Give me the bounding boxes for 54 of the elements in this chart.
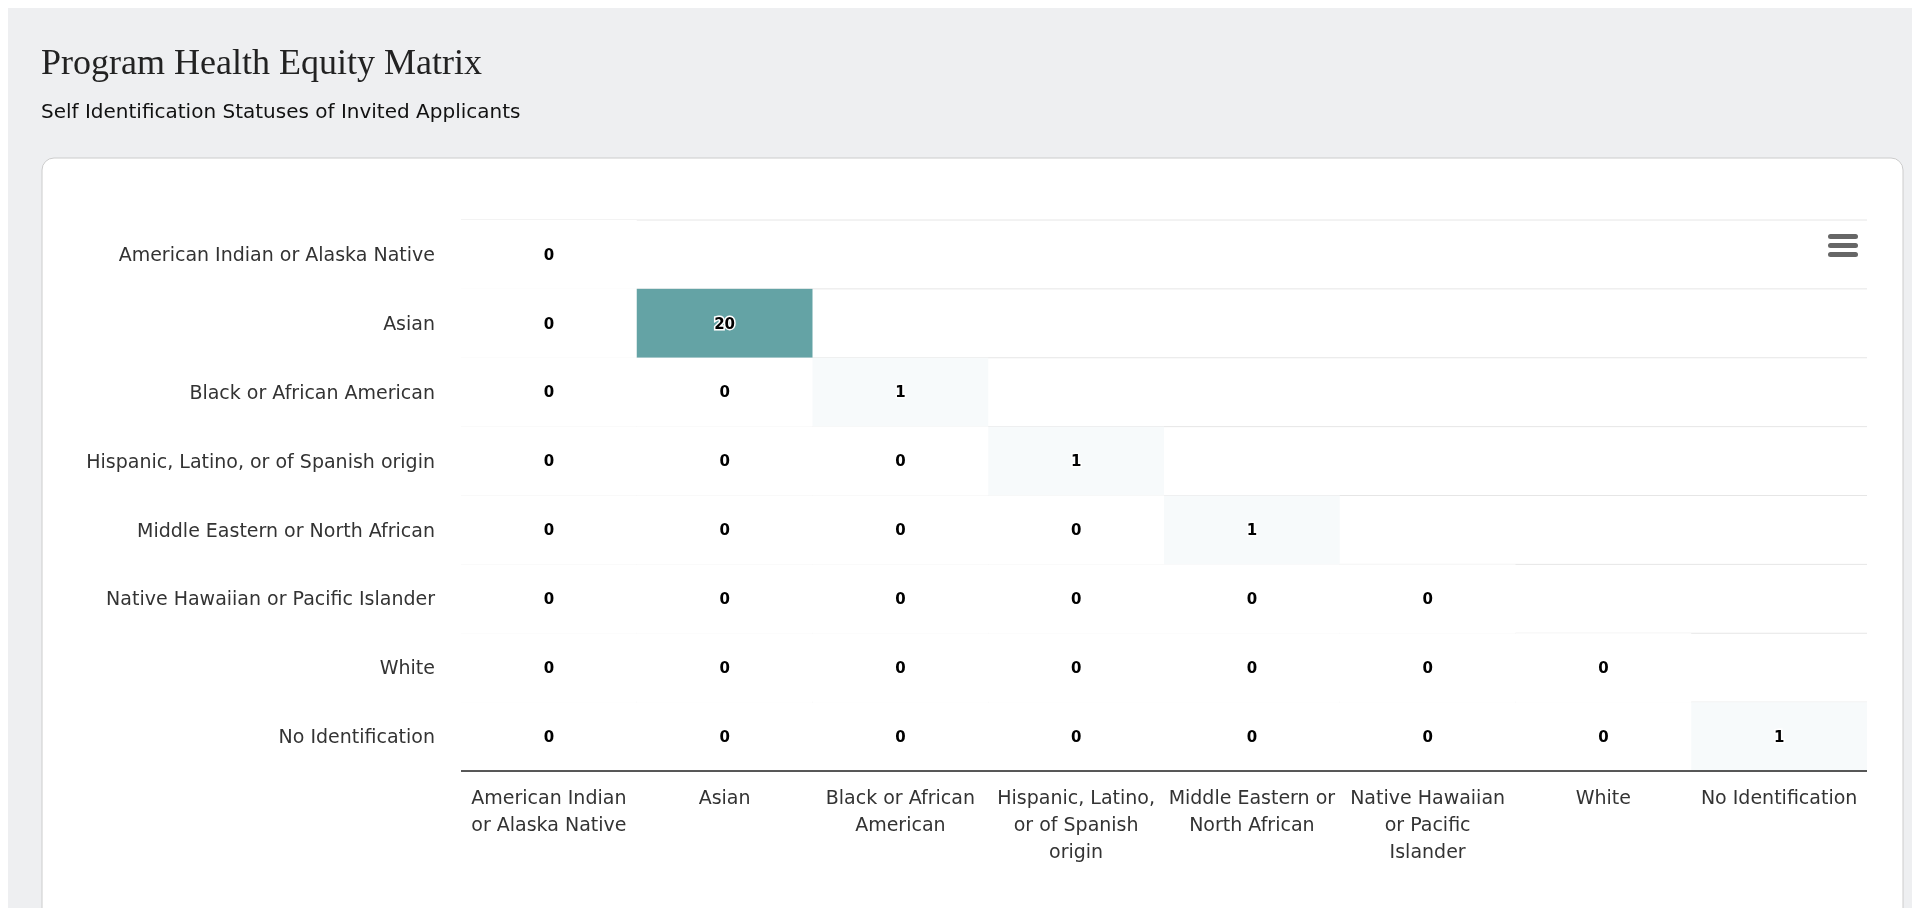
data-label: 0: [543, 590, 555, 609]
data-label: 0: [895, 521, 906, 540]
data-label: 0: [543, 383, 555, 402]
x-tick-label: Hispanic, Latino, or of Spanish origin: [997, 786, 1155, 862]
data-label: 0: [543, 658, 555, 677]
data-label: 0: [1070, 727, 1082, 746]
x-tick-label: American Indian or Alaska Native: [471, 786, 627, 835]
data-label: 0: [895, 727, 906, 746]
data-label: 0: [1598, 658, 1609, 677]
data-label: 0: [1422, 727, 1433, 746]
data-label: 0: [895, 658, 906, 677]
x-tick-label: White: [1575, 786, 1631, 808]
data-label: 0: [895, 590, 906, 609]
data-label: 0: [1246, 590, 1258, 609]
data-label: 0: [543, 245, 555, 264]
data-label: 0: [719, 590, 730, 609]
data-label: 20: [714, 314, 736, 333]
data-label: 0: [543, 521, 555, 540]
chart-title: Program Health Equity Matrix: [41, 42, 482, 82]
data-label: 0: [543, 727, 555, 746]
data-label: 0: [1598, 727, 1609, 746]
data-label: 0: [895, 452, 906, 471]
data-label: 0: [719, 383, 730, 402]
x-tick-label: Middle Eastern or North African: [1168, 786, 1336, 835]
data-label: 0: [1070, 658, 1082, 677]
data-label: 0: [719, 658, 730, 677]
y-tick-label: Native Hawaiian or Pacific Islander: [106, 587, 436, 610]
y-tick-label: Black or African American: [189, 380, 435, 403]
data-label: 0: [1422, 658, 1433, 677]
y-tick-label: Middle Eastern or North African: [137, 518, 435, 541]
data-label: 0: [1070, 590, 1082, 609]
x-tick-label: Native Hawaiian or Pacific Islander: [1350, 786, 1506, 862]
data-label: 0: [719, 727, 730, 746]
x-tick-label: No Identification: [1700, 786, 1858, 808]
data-label: 0: [543, 314, 555, 333]
data-label: 1: [1773, 727, 1785, 746]
data-label: 0: [1246, 658, 1258, 677]
data-label: 0: [719, 452, 730, 471]
y-tick-label: Hispanic, Latino, or of Spanish origin: [86, 449, 435, 472]
x-tick-label: Asian: [698, 786, 751, 808]
data-label: 0: [543, 452, 555, 471]
text: Self Identification Statuses of Invited Applicants: [41, 99, 521, 123]
y-tick-label: Asian: [383, 311, 435, 334]
data-label: 1: [1070, 452, 1082, 471]
x-tick-label: Black or African American: [825, 786, 975, 835]
data-label: 0: [719, 521, 730, 540]
data-label: 0: [1246, 727, 1258, 746]
data-label: 1: [1246, 521, 1258, 540]
y-tick-label: No Identification: [278, 725, 435, 748]
data-label: 0: [1422, 590, 1433, 609]
data-label: 0: [1070, 521, 1082, 540]
y-tick-label: White: [379, 656, 435, 679]
data-label: 1: [895, 383, 906, 402]
y-tick-label: American Indian or Alaska Native: [118, 243, 435, 266]
